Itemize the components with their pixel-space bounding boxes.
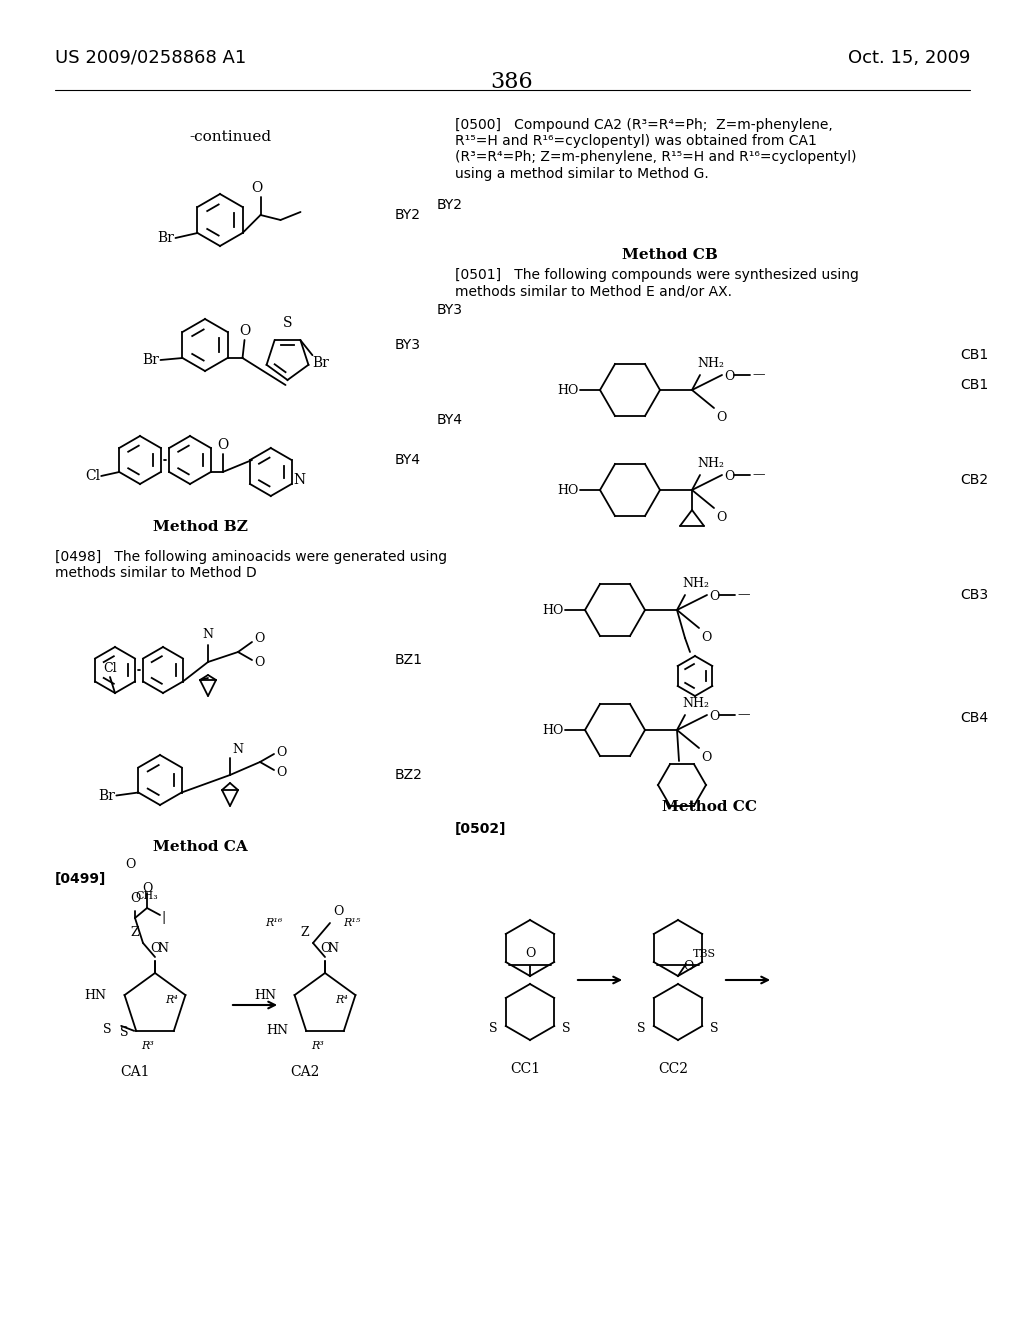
Text: CA1: CA1 (120, 1065, 150, 1078)
Text: -continued: -continued (189, 129, 271, 144)
Text: O: O (276, 746, 287, 759)
Text: CC1: CC1 (510, 1063, 540, 1076)
Text: BZ1: BZ1 (395, 653, 423, 667)
Text: [0501]   The following compounds were synthesized using
methods similar to Metho: [0501] The following compounds were synt… (455, 268, 859, 298)
Text: O: O (709, 590, 720, 603)
Text: Method CA: Method CA (153, 840, 248, 854)
Text: O: O (716, 511, 726, 524)
Text: [0502]: [0502] (455, 822, 507, 836)
Text: O: O (150, 942, 160, 954)
Text: HN: HN (266, 1024, 288, 1038)
Text: S: S (102, 1023, 112, 1036)
Text: O: O (701, 631, 712, 644)
Text: O: O (724, 470, 734, 483)
Text: [0500]   Compound CA2 (R³=R⁴=Ph;  Z=m-phenylene,
R¹⁵=H and R¹⁶=cyclopentyl) was : [0500] Compound CA2 (R³=R⁴=Ph; Z=m-pheny… (455, 117, 856, 181)
Text: Method BZ: Method BZ (153, 520, 248, 535)
Text: O: O (254, 631, 264, 644)
Text: O: O (319, 942, 330, 954)
Text: Oct. 15, 2009: Oct. 15, 2009 (848, 49, 970, 67)
Text: O: O (217, 438, 228, 451)
Text: BZ2: BZ2 (395, 768, 423, 781)
Text: O: O (239, 323, 250, 338)
Text: R³: R³ (311, 1041, 324, 1051)
Text: O: O (716, 411, 726, 424)
Text: R¹⁶: R¹⁶ (265, 917, 283, 928)
Text: —: — (752, 368, 765, 381)
Text: S: S (283, 315, 292, 330)
Text: O: O (683, 960, 693, 973)
Text: Br: Br (142, 352, 160, 367)
Text: Br: Br (98, 788, 116, 803)
Text: HN: HN (255, 989, 276, 1002)
Text: Br: Br (312, 356, 330, 370)
Text: O: O (333, 906, 343, 917)
Text: O: O (724, 371, 734, 384)
Text: CB3: CB3 (961, 587, 988, 602)
Text: BY4: BY4 (395, 453, 421, 467)
Text: CB1: CB1 (961, 348, 988, 362)
Text: S: S (711, 1022, 719, 1035)
Text: CB4: CB4 (961, 711, 988, 725)
Text: |: | (161, 911, 165, 924)
Text: CB2: CB2 (961, 473, 988, 487)
Text: R⁴: R⁴ (335, 995, 348, 1005)
Text: Cl: Cl (85, 469, 100, 483)
Text: N: N (327, 942, 338, 956)
Text: O: O (141, 882, 153, 895)
Text: NH₂: NH₂ (682, 697, 709, 710)
Text: O: O (125, 858, 135, 871)
Text: HO: HO (558, 483, 579, 496)
Text: S: S (562, 1022, 570, 1035)
Text: HO: HO (558, 384, 579, 396)
Text: Z: Z (301, 927, 309, 940)
Text: O: O (709, 710, 720, 723)
Text: BY2: BY2 (395, 209, 421, 222)
Text: O: O (701, 751, 712, 764)
Text: O: O (251, 181, 262, 195)
Text: HO: HO (543, 723, 564, 737)
Text: R⁴: R⁴ (165, 995, 178, 1005)
Text: BY2: BY2 (437, 198, 463, 213)
Text: Method CC: Method CC (663, 800, 758, 814)
Text: HO: HO (543, 603, 564, 616)
Text: CB1: CB1 (961, 378, 988, 392)
Text: O: O (276, 766, 287, 779)
Text: R³: R³ (141, 1041, 154, 1051)
Text: O: O (130, 892, 140, 906)
Text: —: — (752, 469, 765, 482)
Text: Br: Br (158, 231, 174, 246)
Text: 386: 386 (490, 71, 534, 92)
Text: NH₂: NH₂ (697, 356, 724, 370)
Text: N: N (203, 628, 213, 642)
Text: Cl: Cl (103, 663, 117, 675)
Text: CC2: CC2 (658, 1063, 688, 1076)
Text: [0499]: [0499] (55, 873, 106, 886)
Text: N: N (232, 743, 243, 756)
Text: BY3: BY3 (395, 338, 421, 352)
Text: N: N (294, 473, 306, 487)
Text: NH₂: NH₂ (682, 577, 709, 590)
Text: S: S (489, 1022, 498, 1035)
Text: NH₂: NH₂ (697, 457, 724, 470)
Text: N: N (157, 942, 168, 956)
Text: Z: Z (131, 927, 139, 940)
Text: CH₃: CH₃ (135, 891, 159, 902)
Text: O: O (254, 656, 264, 668)
Text: BY4: BY4 (437, 413, 463, 426)
Text: —: — (737, 709, 750, 722)
Text: O: O (525, 946, 536, 960)
Text: R¹⁵: R¹⁵ (343, 917, 360, 928)
Text: —: — (737, 589, 750, 602)
Text: TBS: TBS (693, 949, 716, 960)
Text: S: S (120, 1027, 128, 1039)
Text: US 2009/0258868 A1: US 2009/0258868 A1 (55, 49, 246, 67)
Text: Method CB: Method CB (622, 248, 718, 261)
Text: [0498]   The following aminoacids were generated using
methods similar to Method: [0498] The following aminoacids were gen… (55, 550, 447, 581)
Text: S: S (637, 1022, 646, 1035)
Text: BY3: BY3 (437, 304, 463, 317)
Text: HN: HN (85, 989, 106, 1002)
Text: CA2: CA2 (291, 1065, 319, 1078)
